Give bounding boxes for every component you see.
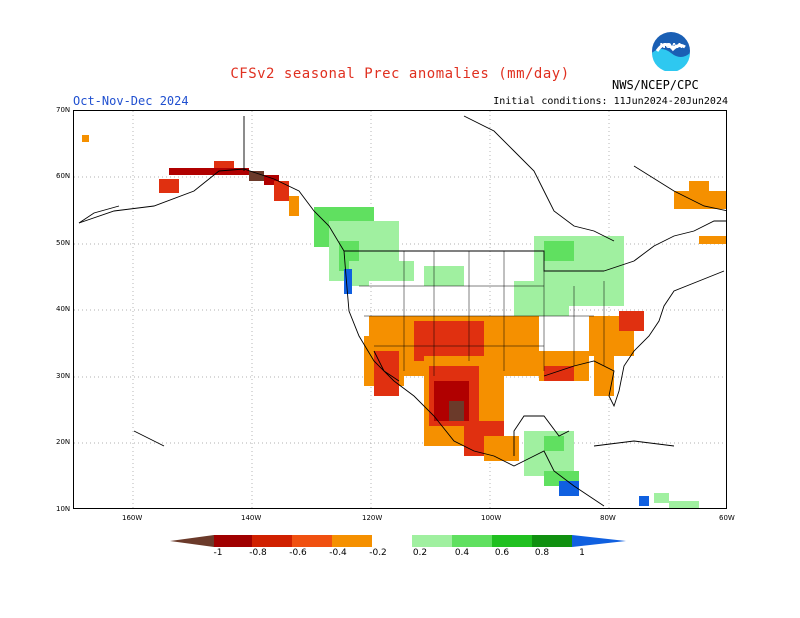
colorbar-label: -0.2 xyxy=(369,548,387,558)
colorbar-label: 0.6 xyxy=(494,548,510,558)
lat-label: 70N xyxy=(56,106,71,114)
lat-label: 60N xyxy=(56,172,71,180)
wet-region-northwest xyxy=(314,207,464,294)
dry-region-alaska xyxy=(82,135,299,216)
colorbar-swatch xyxy=(492,535,532,547)
coastline xyxy=(78,115,726,507)
colorbar-label: 1 xyxy=(579,548,585,558)
wet-region-central-america xyxy=(524,431,699,508)
noaa-logo-icon: NOAA xyxy=(652,32,690,71)
colorbar-swatch xyxy=(292,535,332,547)
wet-region-great-lakes xyxy=(514,236,624,316)
lat-label: 50N xyxy=(56,239,71,247)
lon-label: 100W xyxy=(481,514,502,522)
lon-label: 80W xyxy=(600,514,616,522)
lon-label: 160W xyxy=(122,514,143,522)
lat-label: 10N xyxy=(56,505,71,513)
colorbar-label: 0.2 xyxy=(412,548,428,558)
colorbar-label: -1 xyxy=(213,548,223,558)
agency-label: NWS/NCEP/CPC xyxy=(612,78,699,92)
lat-label: 30N xyxy=(56,372,71,380)
colorbar-label: 0.8 xyxy=(534,548,550,558)
lon-label: 120W xyxy=(362,514,383,522)
colorbar xyxy=(170,535,626,547)
initial-conditions: Initial conditions: 11Jun2024-20Jun2024 xyxy=(493,96,728,107)
colorbar-swatch xyxy=(170,535,214,547)
colorbar-swatch xyxy=(412,535,452,547)
dry-region-northeast xyxy=(674,181,726,244)
lon-label: 140W xyxy=(241,514,262,522)
colorbar-swatch xyxy=(214,535,252,547)
lon-label: 60W xyxy=(719,514,735,522)
colorbar-label: 0.4 xyxy=(454,548,470,558)
colorbar-swatch xyxy=(332,535,372,547)
colorbar-label: -0.6 xyxy=(289,548,307,558)
colorbar-swatch xyxy=(452,535,492,547)
lat-label: 20N xyxy=(56,438,71,446)
lat-label: 40N xyxy=(56,305,71,313)
page-title: CFSv2 seasonal Prec anomalies (mm/day) xyxy=(230,66,570,82)
precip-anomaly-map xyxy=(73,110,727,509)
colorbar-swatch xyxy=(532,535,572,547)
colorbar-label: -0.4 xyxy=(329,548,347,558)
colorbar-label: -0.8 xyxy=(249,548,267,558)
noaa-logo-text: NOAA xyxy=(660,42,683,50)
colorbar-swatch xyxy=(372,535,412,547)
forecast-period: Oct-Nov-Dec 2024 xyxy=(73,94,189,108)
state-borders xyxy=(359,251,605,376)
map-canvas xyxy=(74,111,726,508)
colorbar-swatch xyxy=(572,535,626,547)
colorbar-swatch xyxy=(252,535,292,547)
